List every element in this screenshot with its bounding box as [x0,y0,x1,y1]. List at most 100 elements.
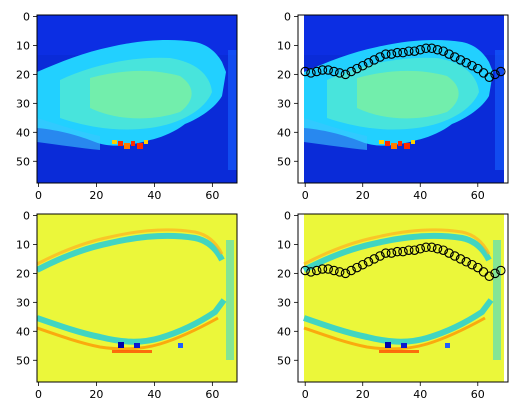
contour-point [404,46,414,56]
contour-point [357,259,368,270]
contour-point [415,244,426,254]
panel-bottom-right: 0 20 40 60 0 10 20 30 40 50 [277,209,509,401]
y-tick-label: 0 [284,10,291,23]
tick-group: 0 20 40 60 0 10 20 30 40 50 [16,209,219,401]
y-tick-label: 40 [277,126,291,139]
x-tick-label: 0 [35,189,42,202]
axes-frame [36,14,238,184]
heatmap-intensity [37,15,237,183]
contour-point [375,251,385,261]
contour-point [496,265,506,276]
y-tick-label: 10 [277,238,291,251]
axes-frame [297,213,509,383]
contour-point [409,46,420,56]
contour-point [432,244,443,254]
contour-point [346,265,356,276]
contour-point [311,66,322,77]
contour-point [496,66,506,77]
y-tick-label: 30 [277,296,291,309]
contour-point [450,52,460,62]
y-tick-label: 20 [277,267,291,280]
y-tick-label: 40 [16,325,30,338]
contour-point [467,259,477,270]
panel-bottom-left: 0 20 40 60 0 10 20 30 40 50 [16,209,238,401]
y-tick-label: 20 [277,68,291,81]
contour-point [380,248,391,258]
x-tick-label: 20 [89,388,103,401]
contour-markers [300,242,506,282]
contour-point [323,264,333,274]
contour-point [334,267,345,277]
y-tick-label: 0 [284,209,291,222]
y-tick-label: 30 [16,296,30,309]
contour-point [306,68,316,78]
contour-point [323,65,333,75]
contour-point [398,47,408,58]
contour-point [392,47,402,58]
contour-point [444,49,454,59]
contour-point [421,43,431,54]
contour-point [415,45,426,55]
contour-point [404,245,414,255]
x-tick-label: 20 [356,388,370,401]
x-tick-label: 40 [413,189,427,202]
contour-point [357,60,368,71]
contour-point [484,271,495,282]
contour-point [386,248,397,258]
contour-point [329,265,339,276]
contour-point [444,248,454,258]
contour-point [455,254,466,264]
contour-point [490,69,500,80]
x-tick-label: 60 [205,388,219,401]
x-tick-label: 40 [147,388,161,401]
contour-point [467,60,477,71]
contour-point [421,242,431,253]
y-tick-label: 20 [16,68,30,81]
x-tick-label: 0 [302,189,309,202]
contour-point [363,257,374,267]
y-tick-label: 10 [16,238,30,251]
x-tick-label: 20 [89,189,103,202]
x-tick-label: 40 [147,189,161,202]
contour-point [375,52,385,62]
x-tick-label: 0 [302,388,309,401]
contour-point [461,58,472,68]
contour-point [352,262,362,273]
contour-point [398,246,408,257]
contour-markers [300,43,506,83]
y-tick-label: 40 [277,325,291,338]
tick-group: 0 20 40 60 0 10 20 30 40 50 [16,10,219,202]
contour-point [432,45,443,55]
contour-point [306,267,316,277]
x-tick-label: 60 [471,189,485,202]
contour-point [386,49,397,59]
heatmap-edge-overlay [298,214,508,382]
x-tick-label: 0 [35,388,42,401]
tick-group: 0 20 40 60 0 10 20 30 40 50 [277,10,485,202]
y-tick-label: 30 [277,97,291,110]
contour-point [311,265,322,276]
y-tick-label: 30 [16,97,30,110]
y-tick-label: 0 [23,10,30,23]
x-tick-label: 20 [356,189,370,202]
contour-point [352,63,362,74]
contour-point [300,265,310,276]
y-tick-label: 50 [277,155,291,168]
contour-point [409,245,420,255]
contour-point [461,257,472,267]
y-tick-label: 50 [277,354,291,367]
y-tick-label: 50 [16,354,30,367]
contour-point [340,268,351,279]
y-tick-label: 40 [16,126,30,139]
heatmap-edge [37,214,237,382]
contour-point [455,55,466,65]
y-tick-label: 0 [23,209,30,222]
contour-point [317,65,328,75]
contour-point [438,245,449,255]
contour-point [427,242,437,253]
contour-point [340,69,351,80]
x-tick-label: 60 [205,189,219,202]
contour-point [380,49,391,59]
axes-frame [36,213,238,383]
